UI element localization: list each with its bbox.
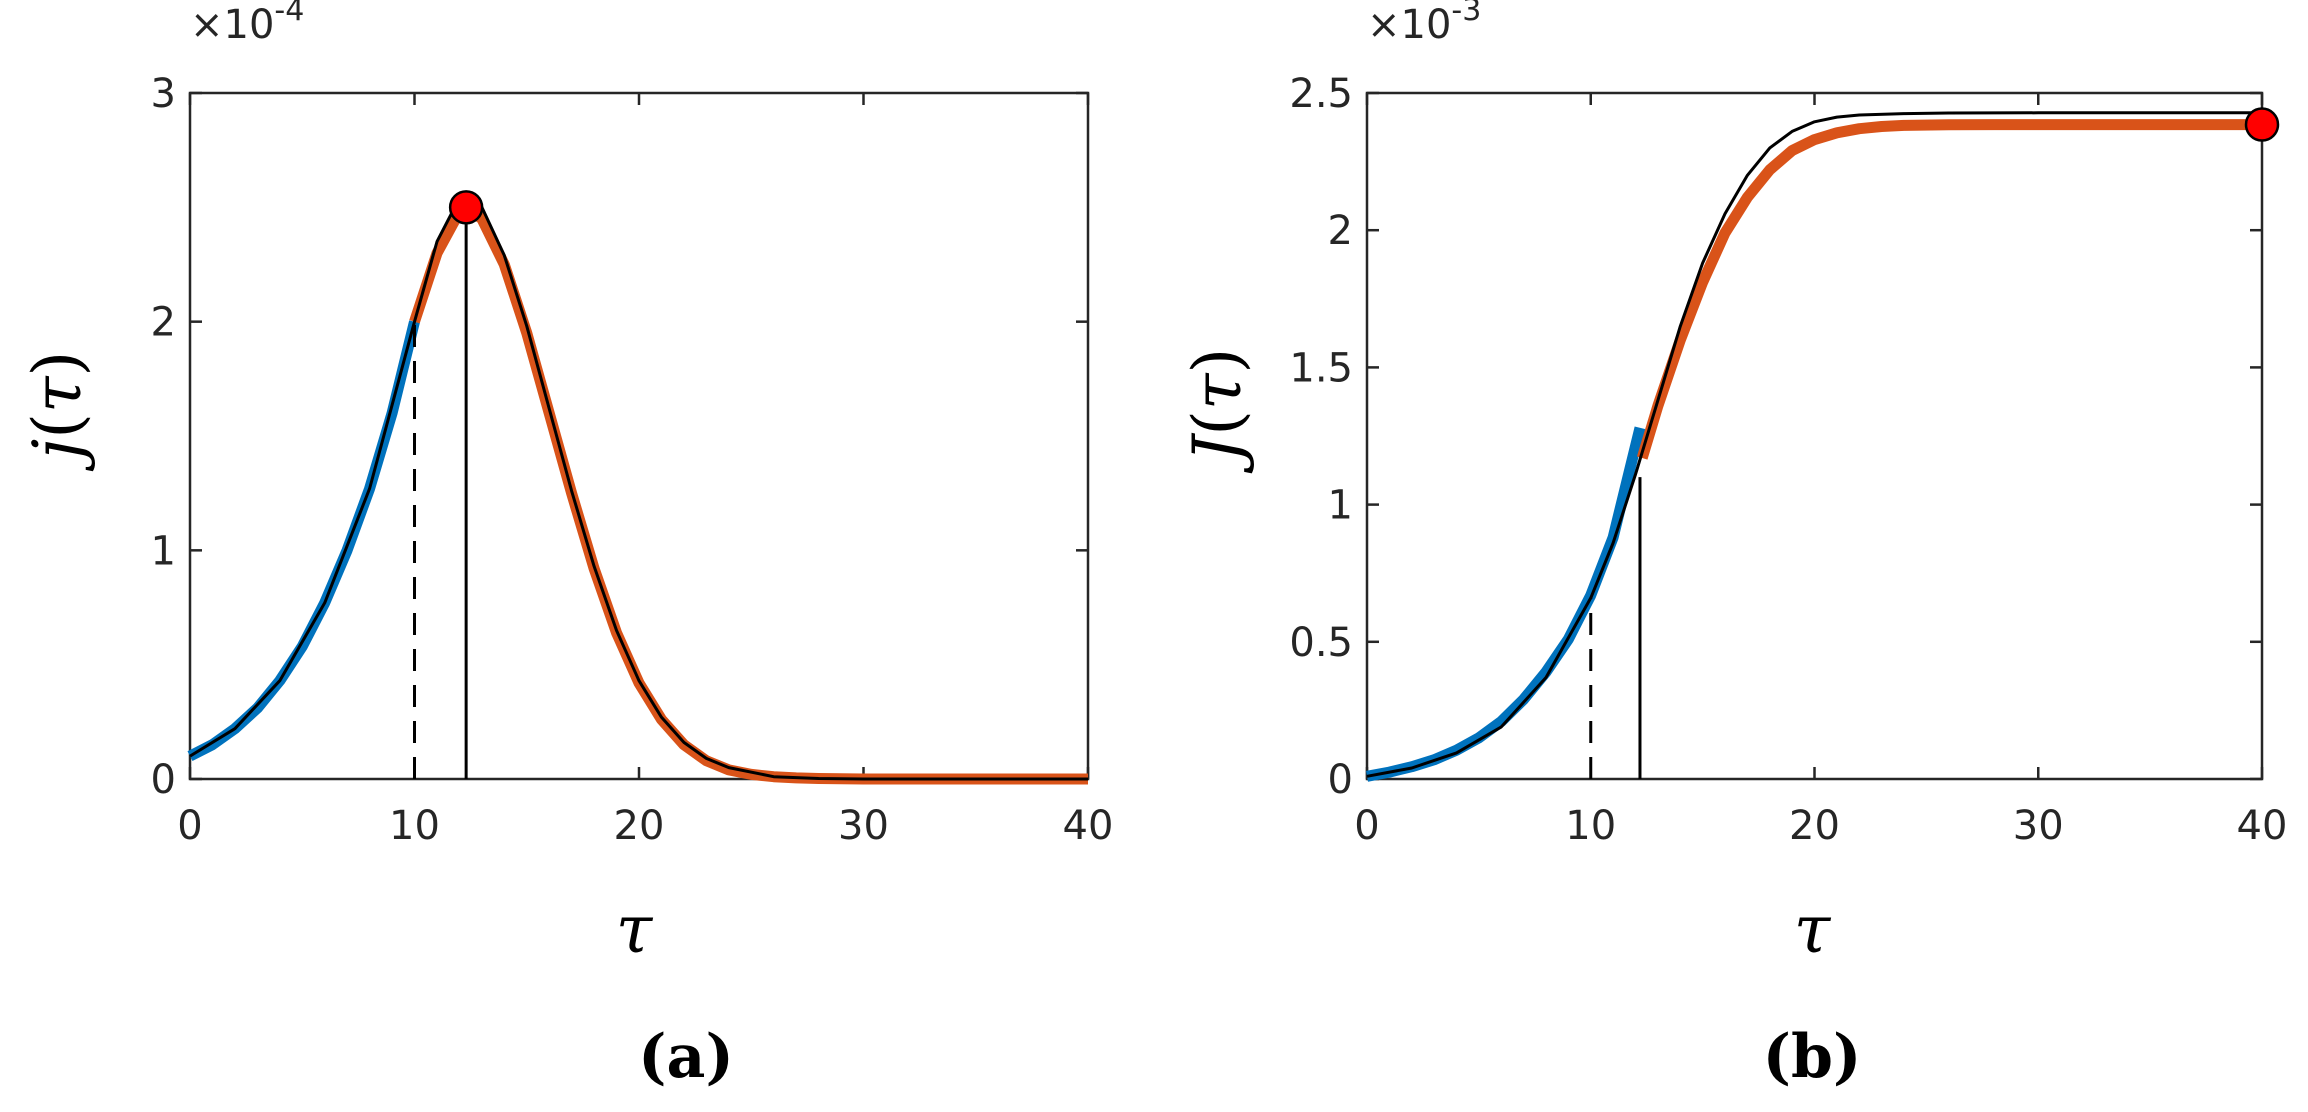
panel-a: 0 10 20 30 40 0 1 2 3 ×10-4 τ j(τ) (a) — [19, 0, 1113, 1092]
y-tick-label-a: 2 — [151, 300, 176, 346]
x-tick-label-a: 10 — [389, 803, 440, 849]
y-tick-label-b: 0.5 — [1289, 620, 1353, 666]
plot-area-a: 0 10 20 30 40 0 1 2 3 — [151, 71, 1114, 849]
panel-b: 0 10 20 30 40 0 0.5 1 1.5 2 2.5 ×10-3 τ J(τ) (b) — [1179, 0, 2287, 1092]
x-tick-label-a: 40 — [1063, 803, 1114, 849]
x-tick-label-a: 20 — [614, 803, 665, 849]
y-axis-arg-b: τ — [1179, 372, 1256, 410]
x-tick-label-b: 30 — [2013, 803, 2064, 849]
y-axis-label-b: J(τ) — [1179, 348, 1256, 474]
x-tick-label-a: 30 — [838, 803, 889, 849]
y-axis-var-b: J — [1179, 432, 1256, 474]
y-tick-label-b: 0 — [1328, 757, 1353, 803]
x-tick-label-b: 0 — [1354, 803, 1379, 849]
orange-series-b — [1636, 119, 2262, 460]
y-tick-label-b: 1 — [1328, 483, 1353, 529]
red-marker-b — [2244, 107, 2280, 142]
blue-series-a — [187, 320, 420, 762]
y-tick-label-b: 2 — [1328, 208, 1353, 254]
y-exponent-a: ×10-4 — [190, 0, 304, 48]
y-tick-label-a: 1 — [151, 528, 176, 574]
x-tick-label-b: 20 — [1789, 803, 1840, 849]
axes-box-b — [1365, 91, 2264, 781]
y-tick-label-b: 2.5 — [1289, 71, 1353, 117]
plot-area-b: 0 10 20 30 40 0 0.5 1 1.5 2 2.5 — [1289, 71, 2287, 849]
x-axis-label-b: τ — [1794, 891, 1832, 968]
x-axis-label-a: τ — [616, 891, 654, 968]
y-axis-arg-a: τ — [19, 375, 96, 413]
black-reference-curve-a — [189, 194, 1088, 781]
panel-label-b: (b) — [1763, 1022, 1862, 1092]
y-tick-label-b: 1.5 — [1289, 345, 1353, 391]
y-tick-label-a: 3 — [151, 71, 176, 117]
red-marker-a — [448, 190, 484, 225]
x-tick-label-b: 40 — [2237, 803, 2288, 849]
panel-label-a: (a) — [638, 1022, 734, 1092]
y-axis-var-a: j — [19, 439, 96, 472]
y-exponent-b: ×10-3 — [1367, 0, 1481, 48]
x-tick-label-a: 0 — [177, 803, 202, 849]
y-tick-label-a: 0 — [151, 757, 176, 803]
y-axis-label-a: j(τ) — [19, 351, 96, 472]
black-reference-curve-b — [1366, 111, 2262, 778]
x-tick-label-b: 10 — [1565, 803, 1616, 849]
